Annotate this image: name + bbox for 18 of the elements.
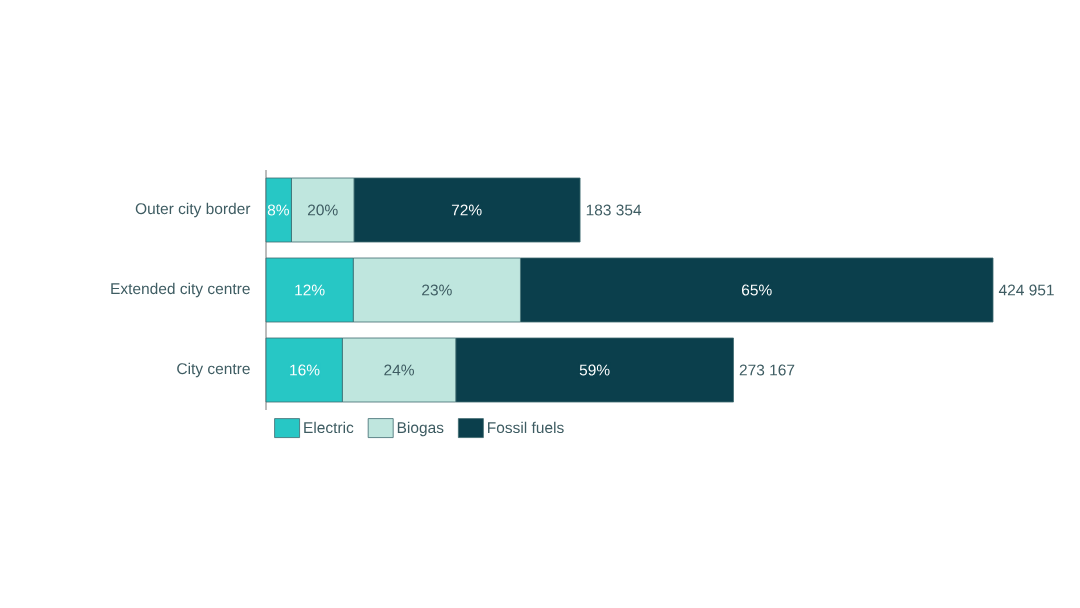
y-tick-label: Outer city border bbox=[135, 202, 251, 218]
annotation: 424 951 bbox=[998, 284, 1054, 296]
annotation: 273 167 bbox=[739, 364, 795, 376]
annotation: 59% bbox=[579, 364, 610, 376]
y-tick-label: Extended city centre bbox=[111, 282, 250, 298]
annotation: 16% bbox=[290, 364, 320, 376]
annotation: 65% bbox=[742, 284, 772, 296]
annotation: 20% bbox=[307, 204, 338, 216]
annotation: 8% bbox=[267, 204, 290, 216]
y-tick-label: City centre bbox=[177, 362, 250, 378]
legend-label: Electric bbox=[304, 421, 354, 434]
legend-label: Biogas bbox=[397, 421, 444, 437]
annotation: 24% bbox=[384, 364, 414, 376]
annotation: 12% bbox=[295, 284, 325, 296]
annotation: 23% bbox=[422, 284, 452, 296]
annotation: 183 354 bbox=[586, 204, 642, 216]
annotation: 72% bbox=[451, 204, 482, 216]
legend-label: Fossil fuels bbox=[488, 421, 564, 434]
